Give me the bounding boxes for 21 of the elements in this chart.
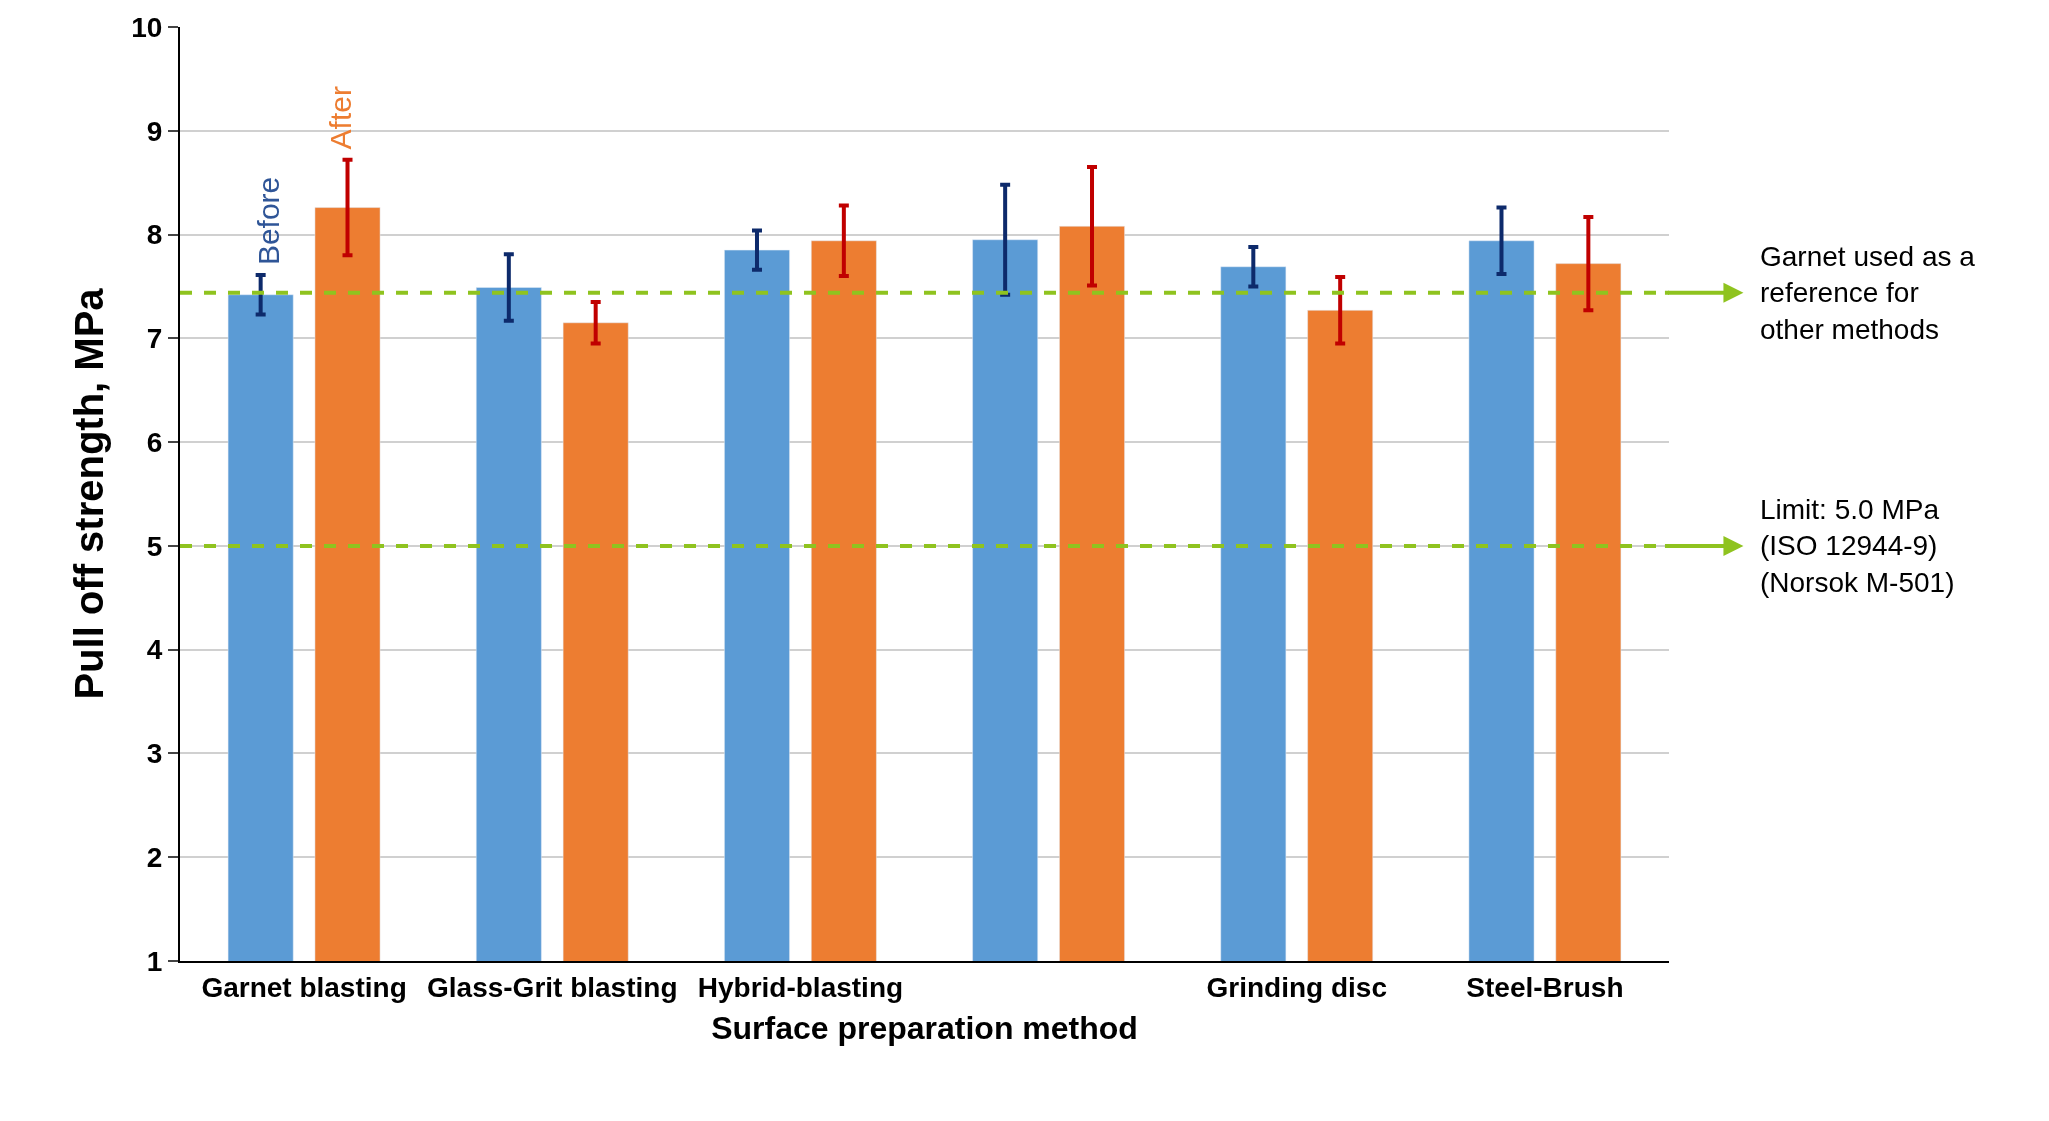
y-tick-label: 4: [146, 634, 163, 666]
x-tick-label: Garnet blasting: [201, 971, 407, 1003]
x-tick-label: Hybrid-blasting: [697, 971, 904, 1003]
x-tick-label: Grinding disc: [1206, 971, 1387, 1003]
text: After: [323, 86, 357, 150]
y-tick-label: 10: [131, 11, 163, 43]
y-tick-label: 5: [146, 530, 163, 562]
y-tick-label: 3: [146, 738, 163, 770]
text: Before: [252, 176, 286, 266]
y-tick-label: 9: [146, 115, 163, 147]
y-axis-title: Pull off strength, MPa: [67, 287, 112, 700]
ref-line-label: Garnet used as a reference for other methods: [1760, 241, 1976, 345]
x-tick-label: Steel-Brush: [1466, 971, 1624, 1003]
y-tick-label: 7: [146, 323, 163, 355]
y-tick-label: 1: [146, 945, 163, 977]
y-tick-label: 6: [146, 426, 163, 458]
x-tick-label: Glass-Grit blasting: [427, 971, 678, 1003]
y-tick-label: 8: [146, 219, 163, 251]
x-axis-title: Surface preparation method: [711, 1010, 1138, 1046]
ref-line-label: Limit: 5.0 MPa (ISO 12944-9) (Norsok M-501): [1760, 494, 1955, 598]
y-tick-label: 2: [146, 842, 163, 874]
